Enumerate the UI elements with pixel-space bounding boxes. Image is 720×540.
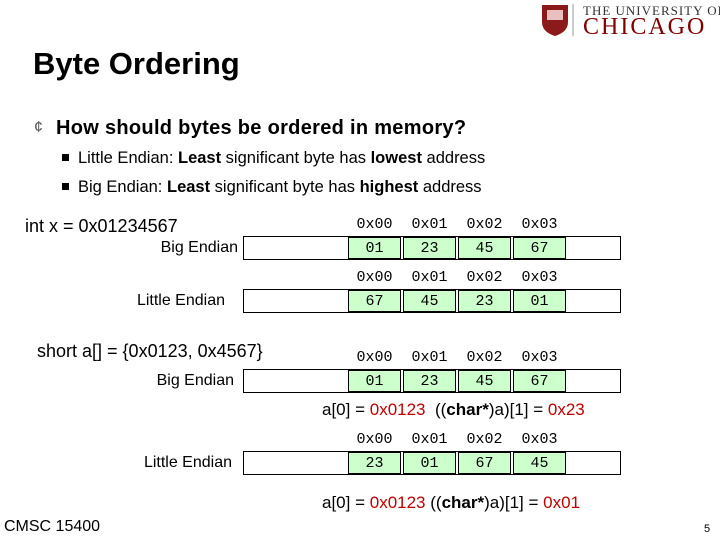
byte-cell: 01 bbox=[348, 237, 401, 259]
text-run: lowest bbox=[370, 149, 422, 167]
byte-cell: 45 bbox=[403, 290, 456, 312]
byte-cell: 01 bbox=[513, 290, 566, 312]
text-run: a[0] = bbox=[322, 400, 370, 419]
text-run: Big Endian: bbox=[78, 178, 167, 196]
text-run: 0x01 bbox=[543, 493, 581, 512]
logo-line1: THE UNIVERSITY OF bbox=[583, 3, 720, 18]
page-number: 5 bbox=[704, 523, 711, 535]
text-run: significant byte has bbox=[221, 149, 371, 167]
address: 0x01 bbox=[411, 216, 448, 233]
memory-box bbox=[243, 236, 621, 260]
text-run: )a)[1] = bbox=[488, 400, 548, 419]
declaration: int x = 0x01234567 bbox=[25, 216, 178, 236]
address: 0x03 bbox=[521, 431, 558, 448]
memory-box bbox=[243, 369, 621, 393]
address: 0x02 bbox=[466, 349, 503, 366]
title: Byte Ordering bbox=[33, 46, 240, 81]
text-run: address bbox=[418, 178, 482, 196]
byte-cell: 67 bbox=[458, 452, 511, 474]
address: 0x02 bbox=[466, 431, 503, 448]
text-run: address bbox=[421, 149, 486, 167]
byte-cell: 23 bbox=[348, 452, 401, 474]
text-run: 0x0123 bbox=[369, 400, 426, 419]
text-run: Least bbox=[177, 149, 222, 167]
address: 0x02 bbox=[466, 269, 503, 286]
declaration: short a[] = {0x0123, 0x4567} bbox=[37, 341, 263, 361]
note: a[0] = 0x0123 ((char*)a)[1] = 0x01 bbox=[322, 493, 580, 513]
byte-cell: 45 bbox=[458, 237, 511, 259]
text-run: 0x0123 bbox=[369, 493, 426, 512]
row-label: Little Endian bbox=[143, 454, 232, 471]
text-run: 0x23 bbox=[547, 400, 585, 419]
address: 0x02 bbox=[466, 216, 503, 233]
note: a[0] = 0x0123 ((char*)a)[1] = 0x23 bbox=[322, 400, 585, 420]
text-run: significant byte has bbox=[210, 178, 360, 196]
address: 0x03 bbox=[521, 349, 558, 366]
text-run: char* bbox=[441, 493, 485, 512]
text-run: highest bbox=[359, 178, 419, 196]
address: 0x01 bbox=[411, 349, 448, 366]
sub-bullet: Little Endian: Least significant byte ha… bbox=[78, 149, 485, 168]
address: 0x01 bbox=[411, 431, 448, 448]
row-label: Big Endian bbox=[156, 372, 234, 389]
byte-cell: 67 bbox=[348, 290, 401, 312]
sub-bullet-marker bbox=[62, 183, 69, 190]
sub-bullet-marker bbox=[62, 154, 69, 161]
address: 0x00 bbox=[356, 349, 393, 366]
memory-box bbox=[243, 289, 621, 313]
byte-cell: 67 bbox=[513, 237, 566, 259]
memory-box bbox=[243, 451, 621, 475]
logo-crest bbox=[542, 4, 574, 36]
text-run: a[0] = bbox=[322, 493, 370, 512]
byte-cell: 01 bbox=[403, 452, 456, 474]
sub-bullet: Big Endian: Least significant byte has h… bbox=[78, 178, 482, 197]
bullet-text: How should bytes be ordered in memory? bbox=[56, 117, 467, 139]
address: 0x01 bbox=[411, 269, 448, 286]
text-run: (( bbox=[425, 400, 447, 419]
address: 0x03 bbox=[521, 269, 558, 286]
address: 0x00 bbox=[356, 431, 393, 448]
address: 0x03 bbox=[521, 216, 558, 233]
byte-cell: 23 bbox=[403, 370, 456, 392]
text-run: char* bbox=[446, 400, 489, 419]
logo-line2: CHICAGO bbox=[583, 14, 707, 40]
text-run: Little Endian: bbox=[78, 149, 178, 167]
byte-cell: 45 bbox=[513, 452, 566, 474]
byte-cell: 23 bbox=[458, 290, 511, 312]
address: 0x00 bbox=[356, 269, 393, 286]
text-run: )a)[1] = bbox=[484, 493, 544, 512]
text-run: (( bbox=[425, 493, 442, 512]
footer-course: CMSC 15400 bbox=[4, 518, 101, 535]
row-label: Big Endian bbox=[160, 239, 238, 256]
byte-cell: 23 bbox=[403, 237, 456, 259]
text-run: Least bbox=[166, 178, 211, 196]
address: 0x00 bbox=[356, 216, 393, 233]
bullet-marker: ¢ bbox=[34, 119, 43, 136]
byte-cell: 01 bbox=[348, 370, 401, 392]
byte-cell: 67 bbox=[513, 370, 566, 392]
byte-cell: 45 bbox=[458, 370, 511, 392]
row-label: Little Endian bbox=[136, 292, 225, 309]
